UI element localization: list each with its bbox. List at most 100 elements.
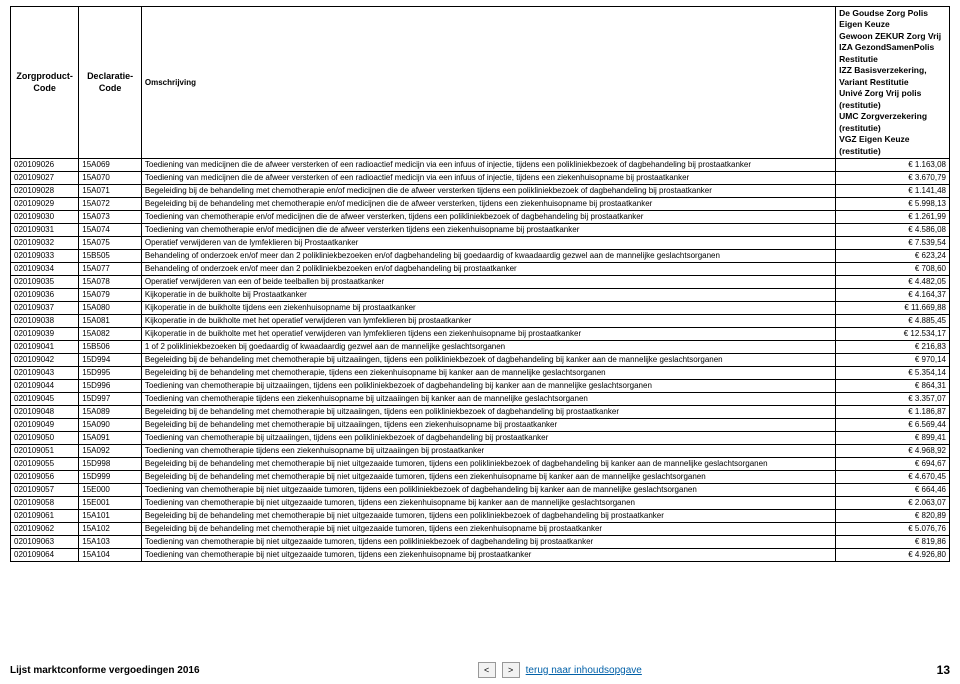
cell-zorgproductcode: 020109056 [11,471,79,484]
cell-declaratiecode: 15A102 [79,523,142,536]
cell-prijs: € 11.669,88 [836,302,950,315]
col-header-insurers: De Goudse Zorg Polis Eigen Keuze Gewoon … [836,7,950,159]
cell-omschrijving: Toediening van chemotherapie bij uitzaai… [141,380,835,393]
cell-omschrijving: Toediening van chemotherapie bij niet ui… [141,497,835,510]
cell-zorgproductcode: 020109050 [11,432,79,445]
cell-prijs: € 4.926,80 [836,549,950,562]
cell-zorgproductcode: 020109039 [11,328,79,341]
table-row: 02010904215D994Begeleiding bij de behand… [11,354,950,367]
cell-zorgproductcode: 020109032 [11,237,79,250]
table-row: 02010905715E000Toediening van chemothera… [11,484,950,497]
table-row: 02010903315B505Behandeling of onderzoek … [11,250,950,263]
cell-zorgproductcode: 020109034 [11,263,79,276]
cell-declaratiecode: 15A069 [79,159,142,172]
pricing-table: Zorgproduct-Code Declaratie-Code Omschri… [10,6,950,562]
table-row: 02010905515D998Begeleiding bij de behand… [11,458,950,471]
cell-omschrijving: Toediening van chemotherapie bij niet ui… [141,549,835,562]
cell-declaratiecode: 15A081 [79,315,142,328]
cell-omschrijving: Begeleiding bij de behandeling met chemo… [141,198,835,211]
cell-declaratiecode: 15D998 [79,458,142,471]
table-row: 02010903715A080Kijkoperatie in de buikho… [11,302,950,315]
cell-declaratiecode: 15A089 [79,406,142,419]
cell-omschrijving: Begeleiding bij de behandeling met chemo… [141,185,835,198]
cell-declaratiecode: 15D999 [79,471,142,484]
toc-link[interactable]: terug naar inhoudsopgave [526,665,642,676]
cell-prijs: € 6.569,44 [836,419,950,432]
cell-prijs: € 864,31 [836,380,950,393]
cell-declaratiecode: 15A082 [79,328,142,341]
cell-omschrijving: Toediening van medicijnen die de afweer … [141,159,835,172]
table-header-row: Zorgproduct-Code Declaratie-Code Omschri… [11,7,950,159]
cell-prijs: € 3.670,79 [836,172,950,185]
cell-zorgproductcode: 020109051 [11,445,79,458]
cell-prijs: € 216,83 [836,341,950,354]
cell-declaratiecode: 15A090 [79,419,142,432]
cell-declaratiecode: 15A071 [79,185,142,198]
cell-declaratiecode: 15A072 [79,198,142,211]
cell-omschrijving: Toediening van chemotherapie en/of medic… [141,211,835,224]
cell-prijs: € 1.163,08 [836,159,950,172]
table-row: 02010905615D999Begeleiding bij de behand… [11,471,950,484]
cell-omschrijving: Begeleiding bij de behandeling met chemo… [141,458,835,471]
prev-page-button[interactable]: < [478,662,496,678]
cell-prijs: € 3.357,07 [836,393,950,406]
col-header-decl-text: Declaratie-Code [87,71,133,92]
footer-title: Lijst marktconforme vergoedingen 2016 [10,665,200,676]
cell-declaratiecode: 15D996 [79,380,142,393]
page-footer: Lijst marktconforme vergoedingen 2016 < … [10,662,950,678]
cell-prijs: € 664,46 [836,484,950,497]
cell-prijs: € 694,67 [836,458,950,471]
cell-zorgproductcode: 020109028 [11,185,79,198]
footer-nav: < > terug naar inhoudsopgave [200,662,920,678]
table-row: 02010902815A071Begeleiding bij de behand… [11,185,950,198]
cell-prijs: € 4.670,45 [836,471,950,484]
table-row: 02010902615A069Toediening van medicijnen… [11,159,950,172]
next-page-button[interactable]: > [502,662,520,678]
cell-omschrijving: Toediening van chemotherapie tijdens een… [141,445,835,458]
cell-omschrijving: Toediening van chemotherapie bij niet ui… [141,536,835,549]
cell-declaratiecode: 15D995 [79,367,142,380]
cell-omschrijving: Kijkoperatie in de buikholte tijdens een… [141,302,835,315]
table-row: 02010904515D997Toediening van chemothera… [11,393,950,406]
cell-prijs: € 1.186,87 [836,406,950,419]
cell-zorgproductcode: 020109045 [11,393,79,406]
table-row: 02010906315A103Toediening van chemothera… [11,536,950,549]
cell-declaratiecode: 15A101 [79,510,142,523]
table-row: 02010905815E001Toediening van chemothera… [11,497,950,510]
cell-zorgproductcode: 020109036 [11,289,79,302]
cell-omschrijving: Begeleiding bij de behandeling met chemo… [141,510,835,523]
table-row: 02010903215A075Operatief verwijderen van… [11,237,950,250]
cell-prijs: € 4.586,08 [836,224,950,237]
cell-omschrijving: Toediening van chemotherapie en/of medic… [141,224,835,237]
cell-omschrijving: Behandeling of onderzoek en/of meer dan … [141,263,835,276]
cell-zorgproductcode: 020109064 [11,549,79,562]
cell-zorgproductcode: 020109035 [11,276,79,289]
table-row: 02010903915A082Kijkoperatie in de buikho… [11,328,950,341]
cell-declaratiecode: 15B506 [79,341,142,354]
table-row: 02010904415D996Toediening van chemothera… [11,380,950,393]
cell-zorgproductcode: 020109044 [11,380,79,393]
cell-prijs: € 1.261,99 [836,211,950,224]
col-header-zorg-text: Zorgproduct-Code [16,71,73,92]
cell-declaratiecode: 15A073 [79,211,142,224]
cell-prijs: € 4.968,92 [836,445,950,458]
cell-prijs: € 7.539,54 [836,237,950,250]
cell-omschrijving: Kijkoperatie in de buikholte bij Prostaa… [141,289,835,302]
table-row: 02010906115A101Begeleiding bij de behand… [11,510,950,523]
cell-zorgproductcode: 020109029 [11,198,79,211]
insurer-list-text: De Goudse Zorg Polis Eigen Keuze Gewoon … [839,8,941,156]
cell-omschrijving: Begeleiding bij de behandeling met chemo… [141,406,835,419]
cell-zorgproductcode: 020109057 [11,484,79,497]
cell-zorgproductcode: 020109048 [11,406,79,419]
cell-declaratiecode: 15A079 [79,289,142,302]
table-row: 02010905015A091Toediening van chemothera… [11,432,950,445]
cell-omschrijving: 1 of 2 polikliniekbezoeken bij goedaardi… [141,341,835,354]
cell-declaratiecode: 15A074 [79,224,142,237]
table-body: 02010902615A069Toediening van medicijnen… [11,159,950,562]
cell-declaratiecode: 15A075 [79,237,142,250]
cell-omschrijving: Toediening van chemotherapie bij uitzaai… [141,432,835,445]
table-row: 02010906415A104Toediening van chemothera… [11,549,950,562]
cell-zorgproductcode: 020109055 [11,458,79,471]
cell-declaratiecode: 15A070 [79,172,142,185]
cell-prijs: € 5.354,14 [836,367,950,380]
